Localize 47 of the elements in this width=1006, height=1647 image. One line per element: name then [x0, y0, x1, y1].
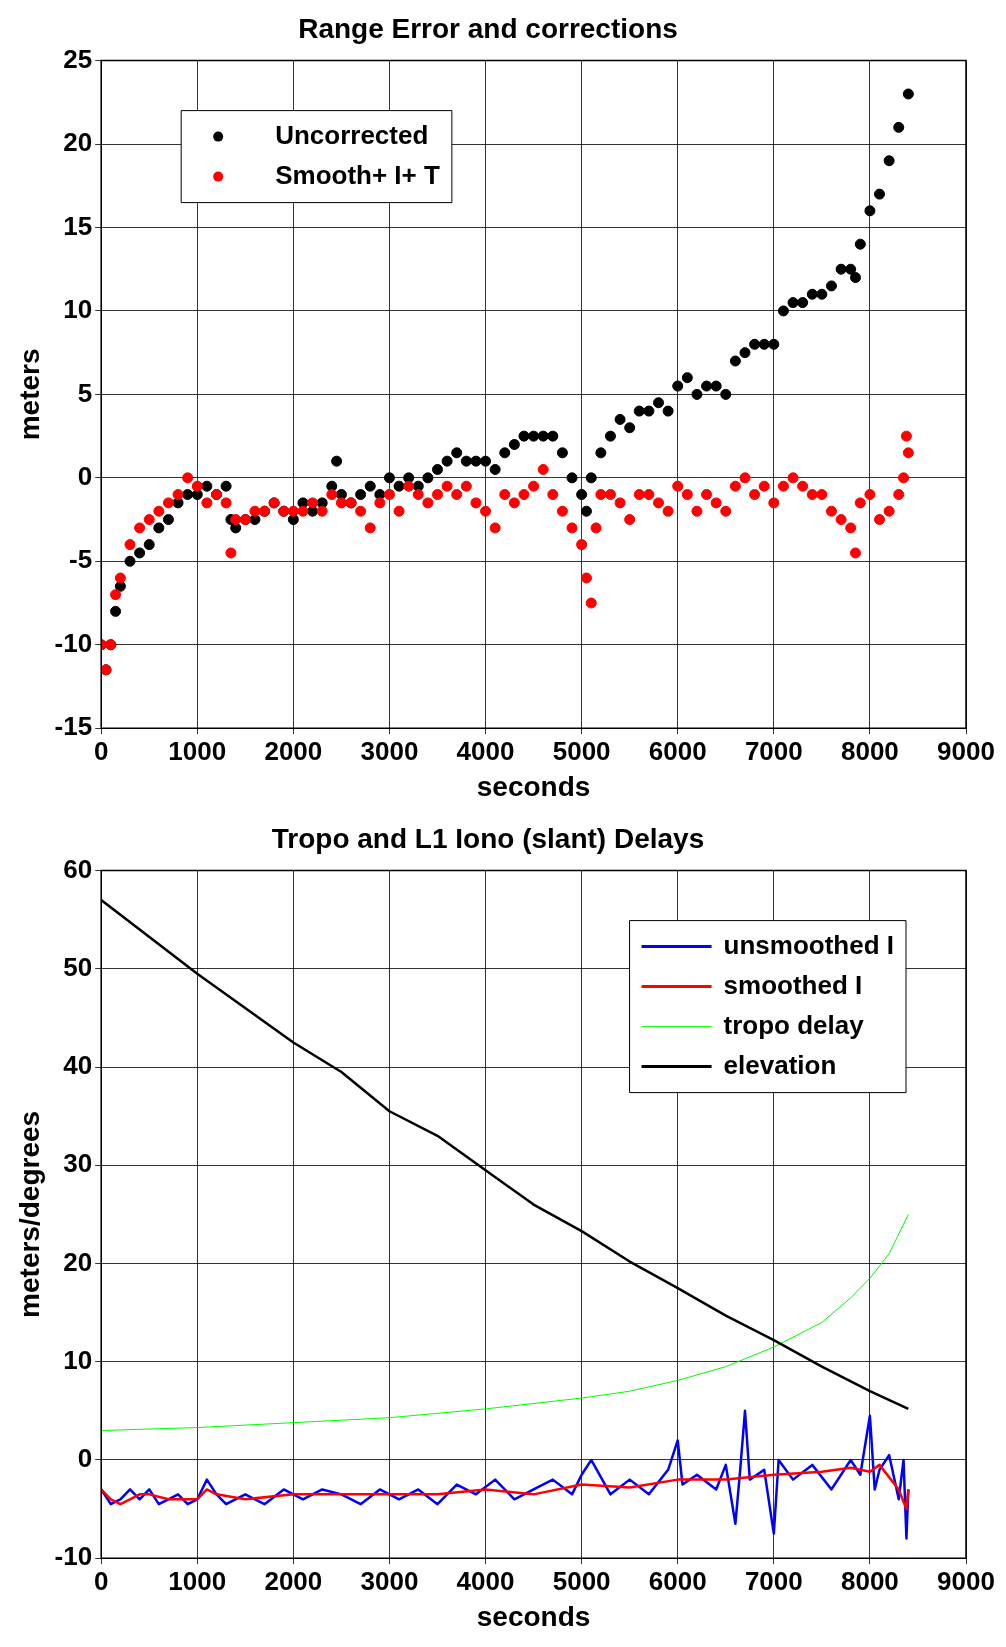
legend-label: elevation [723, 1049, 837, 1080]
x-tick-label: 5000 [552, 735, 611, 766]
x-tick-label: 6000 [648, 735, 707, 766]
x-axis-title: seconds [476, 770, 591, 802]
x-tick-label: 1000 [168, 735, 227, 766]
x-tick-label: 6000 [648, 1565, 707, 1596]
y-tick-label: 10 [63, 1344, 93, 1375]
y-tick-label: 20 [63, 127, 93, 158]
y-tick-label: 20 [63, 1246, 93, 1277]
y-tick-label: 5 [77, 377, 93, 408]
y-tick-label: 60 [63, 853, 93, 884]
legend-label: smoothed I [723, 969, 863, 1000]
y-tick-label: 10 [63, 294, 93, 325]
y-tick-label: 50 [63, 952, 93, 982]
chart-title: Tropo and L1 Iono (slant) Delays [271, 822, 705, 854]
y-tick-label: 30 [63, 1148, 93, 1179]
y-tick-label: -10 [54, 627, 93, 658]
y-axis-title: meters [13, 348, 45, 441]
x-tick-label: 9000 [937, 1565, 995, 1596]
y-axis-title: meters/degrees [13, 1110, 45, 1318]
legend-label: unsmoothed I [723, 929, 894, 960]
y-tick-label: 25 [63, 43, 93, 74]
x-tick-label: 9000 [937, 735, 995, 766]
x-tick-label: 7000 [744, 735, 803, 766]
x-tick-label: 4000 [456, 735, 515, 766]
legend-label: tropo delay [723, 1009, 865, 1040]
x-tick-label: 7000 [744, 1565, 803, 1596]
y-tick-label: 0 [77, 461, 93, 492]
x-tick-label: 3000 [360, 1565, 419, 1596]
x-tick-label: 2000 [264, 1565, 323, 1596]
y-tick-label: -5 [69, 544, 93, 575]
y-tick-label: -15 [54, 711, 93, 742]
y-tick-label: 15 [63, 210, 93, 241]
x-axis-title: seconds [476, 1600, 591, 1632]
x-tick-label: 4000 [456, 1565, 515, 1596]
x-tick-label: 1000 [168, 1565, 227, 1596]
legend-label: Uncorrected [275, 119, 429, 150]
x-tick-label: 2000 [264, 735, 323, 766]
chart-title: Range Error and corrections [298, 12, 678, 44]
legend-label: Smooth+ I+ T [275, 159, 440, 190]
y-tick-label: -10 [54, 1541, 93, 1572]
x-tick-label: 5000 [552, 1565, 611, 1596]
y-tick-label: 40 [63, 1050, 93, 1081]
x-tick-label: 3000 [360, 735, 419, 766]
y-tick-label: 0 [77, 1443, 93, 1474]
x-tick-label: 8000 [840, 735, 899, 766]
x-tick-label: 8000 [840, 1565, 899, 1596]
